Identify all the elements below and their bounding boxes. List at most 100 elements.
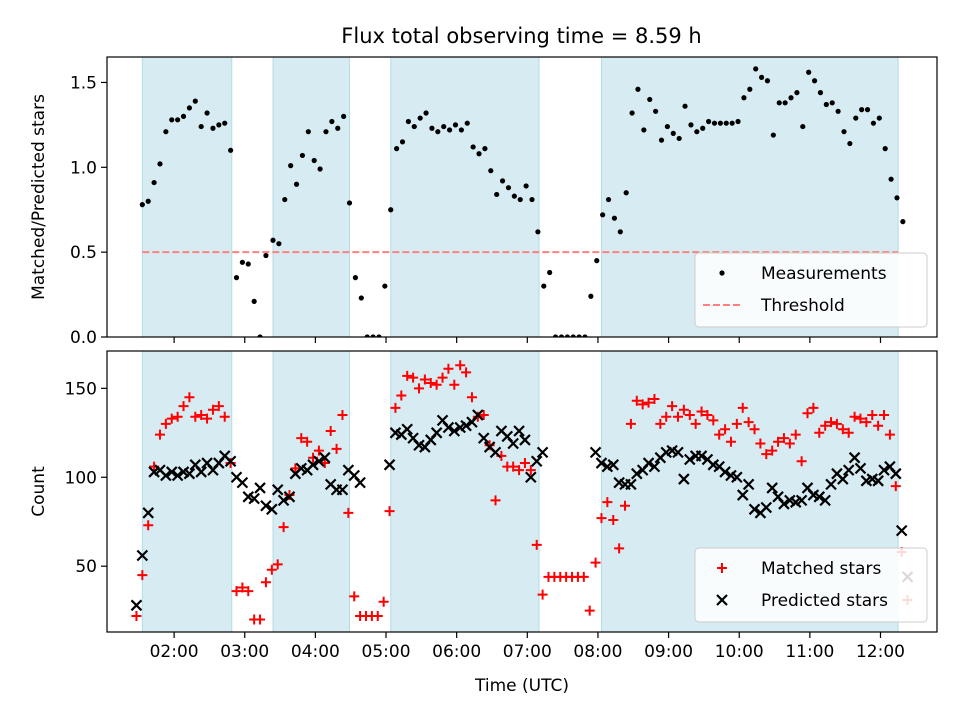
point-matched-stars-25 <box>278 522 289 533</box>
point-measurements-118 <box>835 108 841 114</box>
point-matched-stars-93 <box>678 404 689 415</box>
point-measurements-17 <box>239 259 245 265</box>
point-measurements-28 <box>305 129 311 135</box>
point-matched-stars-96 <box>696 406 707 417</box>
x-tick-label: 05:00 <box>362 642 411 662</box>
x-axis-label: Time (UTC) <box>474 676 569 696</box>
point-matched-stars-76 <box>578 571 589 582</box>
point-matched-stars-7 <box>172 411 183 422</box>
point-predicted-stars-2 <box>142 507 154 519</box>
panel-bottom: 50 100 150 02:00 03:00 04:00 05:00 06:00 07:00 08… <box>29 350 938 696</box>
point-matched-stars-49 <box>419 374 430 385</box>
point-matched-stars-103 <box>737 402 748 413</box>
observing-window-1-2 <box>390 350 540 633</box>
x-tick-label: 07:00 <box>503 642 552 662</box>
observing-window-0-2 <box>390 56 540 338</box>
point-measurements-117 <box>829 100 835 106</box>
point-matched-stars-102 <box>731 418 742 429</box>
point-matched-stars-121 <box>843 427 854 438</box>
point-matched-stars-123 <box>855 413 866 424</box>
point-matched-stars-122 <box>849 411 860 422</box>
point-measurements-87 <box>653 108 659 114</box>
point-measurements-115 <box>817 90 824 96</box>
point-measurements-86 <box>647 96 653 103</box>
point-matched-stars-125 <box>867 410 878 421</box>
point-measurements-62 <box>505 185 512 191</box>
point-measurements-39 <box>370 334 376 337</box>
point-predicted-stars-111 <box>854 462 867 475</box>
point-predicted-stars-35 <box>336 483 349 496</box>
axes-frame <box>106 350 938 633</box>
point-matched-stars-24 <box>272 559 283 570</box>
point-measurements-33 <box>335 125 341 131</box>
point-measurements-81 <box>617 229 623 235</box>
point-measurements-6 <box>175 117 181 123</box>
point-matched-stars-1 <box>137 570 148 581</box>
point-measurements-22 <box>270 237 276 243</box>
point-predicted-stars-54 <box>472 409 484 421</box>
point-measurements-125 <box>876 115 882 121</box>
point-matched-stars-89 <box>655 418 666 429</box>
point-predicted-stars-104 <box>813 491 826 503</box>
point-matched-stars-80 <box>602 497 613 508</box>
point-measurements-47 <box>417 115 423 121</box>
point-predicted-stars-110 <box>848 451 861 464</box>
point-matched-stars-101 <box>725 436 736 447</box>
point-matched-stars-31 <box>313 445 324 456</box>
point-measurements-73 <box>570 334 576 337</box>
point-matched-stars-95 <box>690 418 701 429</box>
point-predicted-stars-32 <box>319 451 331 464</box>
point-matched-stars-41 <box>372 610 383 621</box>
point-predicted-stars-118 <box>895 524 908 537</box>
point-measurements-69 <box>547 269 553 276</box>
point-predicted-stars-21 <box>254 482 266 494</box>
legend: Matched stars Predicted stars <box>694 547 928 623</box>
point-matched-stars-68 <box>531 539 542 550</box>
point-matched-stars-8 <box>178 401 189 412</box>
x-tick-label: 11:00 <box>785 642 834 662</box>
legend-box <box>694 252 928 328</box>
point-predicted-stars-23 <box>266 503 278 516</box>
point-predicted-stars-1 <box>136 549 149 562</box>
point-measurements-71 <box>558 334 565 337</box>
point-measurements-43 <box>394 146 400 152</box>
point-measurements-29 <box>311 157 317 164</box>
point-predicted-stars-108 <box>837 473 849 485</box>
point-matched-stars-100 <box>720 424 731 435</box>
point-measurements-56 <box>470 144 476 150</box>
point-measurements-60 <box>494 191 500 198</box>
point-matched-stars-87 <box>643 397 654 408</box>
point-measurements-25 <box>288 163 294 169</box>
point-measurements-95 <box>700 125 706 131</box>
point-predicted-stars-16 <box>224 455 237 468</box>
point-matched-stars-126 <box>873 420 884 431</box>
point-measurements-35 <box>346 200 353 206</box>
point-measurements-127 <box>888 176 894 182</box>
point-measurements-116 <box>823 101 829 108</box>
point-measurements-53 <box>452 122 459 128</box>
point-measurements-123 <box>864 107 871 113</box>
data-layer <box>139 66 906 337</box>
point-measurements-55 <box>464 120 470 126</box>
point-matched-stars-28 <box>296 433 307 444</box>
panel-top: 0.0 0.5 1.0 1.5 Matched/Predicted stars Measu… <box>29 56 938 348</box>
x-tick-label: 02:00 <box>150 642 199 662</box>
point-matched-stars-113 <box>796 456 807 467</box>
point-matched-stars-67 <box>525 465 536 476</box>
point-measurements-109 <box>782 100 788 106</box>
point-measurements-50 <box>435 129 441 135</box>
point-measurements-1 <box>145 198 151 204</box>
point-measurements-34 <box>341 113 347 119</box>
point-matched-stars-109 <box>773 436 784 447</box>
point-measurements-97 <box>711 120 718 126</box>
point-measurements-13 <box>216 122 222 128</box>
x-tick-label: 04:00 <box>291 642 340 662</box>
point-predicted-stars-75 <box>642 457 655 469</box>
point-matched-stars-86 <box>637 399 648 410</box>
point-measurements-11 <box>204 110 210 116</box>
point-matched-stars-17 <box>231 586 242 597</box>
y-axis-label: Matched/Predicted stars <box>29 94 49 300</box>
point-matched-stars-118 <box>826 417 837 428</box>
axes-frame <box>106 56 938 338</box>
point-matched-stars-128 <box>884 429 895 440</box>
